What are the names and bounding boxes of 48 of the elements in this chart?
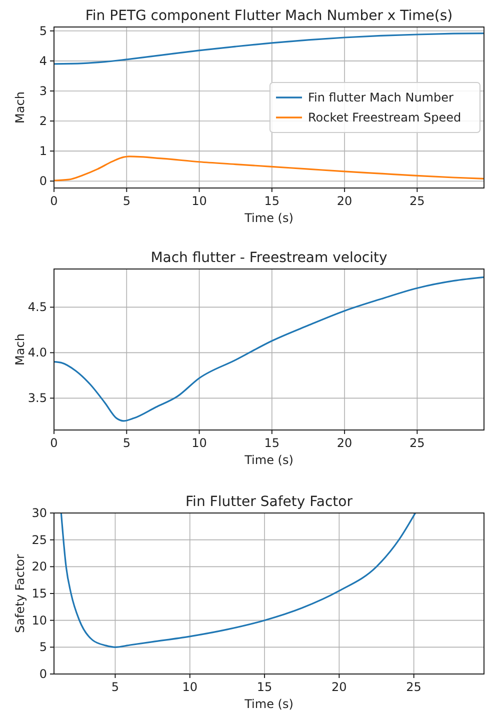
y-tick-label: 0 — [39, 174, 47, 188]
x-tick-label: 25 — [410, 194, 425, 208]
chart-title: Fin PETG component Flutter Mach Number x Time(s) — [85, 8, 453, 24]
x-tick-label: 20 — [336, 194, 352, 208]
y-tick-label: 30 — [32, 506, 47, 520]
x-axis-title: Time (s) — [244, 211, 294, 225]
x-tick-label: 10 — [182, 680, 198, 694]
x-tick-label: 0 — [50, 436, 58, 450]
legend-label: Rocket Freestream Speed — [308, 110, 462, 124]
y-tick-label: 0 — [39, 667, 47, 681]
x-tick-label: 10 — [192, 436, 207, 450]
x-tick-label: 10 — [192, 194, 207, 208]
x-tick-label: 15 — [264, 436, 280, 450]
y-axis-title: Mach — [13, 334, 27, 366]
y-axis-title: Mach — [13, 92, 27, 124]
y-tick-label: 15 — [32, 586, 47, 600]
y-axis-title: Safety Factor — [13, 554, 27, 633]
y-tick-label: 5 — [39, 640, 47, 654]
line-series — [54, 32, 484, 65]
y-tick-label: 20 — [32, 560, 47, 574]
x-tick-label: 20 — [336, 436, 352, 450]
chart-title: Fin Flutter Safety Factor — [186, 494, 353, 510]
x-tick-label: 5 — [111, 680, 120, 694]
y-tick-label: 2 — [39, 114, 47, 128]
line-series — [54, 276, 484, 422]
x-tick-label: 20 — [332, 680, 347, 694]
y-tick-label: 3 — [39, 84, 47, 98]
chart-title: Mach flutter - Freestream velocity — [150, 250, 388, 266]
x-axis-title: Time (s) — [244, 697, 294, 711]
x-tick-label: 5 — [122, 194, 130, 208]
y-tick-label: 1 — [39, 144, 47, 158]
x-tick-label: 25 — [406, 680, 422, 694]
y-tick-label: 4.5 — [28, 300, 47, 314]
x-tick-label: 25 — [410, 436, 425, 450]
x-tick-label: 15 — [264, 194, 280, 208]
x-tick-label: 5 — [122, 436, 130, 450]
line-series — [54, 156, 484, 182]
x-axis-title: Time (s) — [244, 453, 294, 467]
x-tick-label: 15 — [256, 680, 272, 694]
y-tick-label: 5 — [39, 24, 47, 38]
legend-label: Fin flutter Mach Number — [308, 90, 454, 104]
y-tick-label: 3.5 — [28, 391, 47, 406]
y-tick-label: 4.0 — [28, 346, 47, 360]
y-tick-label: 10 — [32, 613, 47, 628]
y-tick-label: 25 — [32, 532, 47, 547]
y-tick-label: 4 — [39, 54, 47, 68]
x-tick-label: 0 — [50, 194, 58, 208]
line-series — [60, 513, 416, 648]
